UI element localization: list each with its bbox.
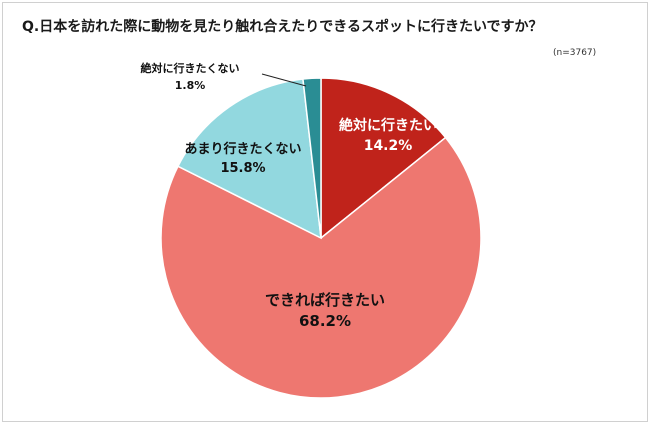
pie-slice: [302, 77, 322, 239]
slice-value-label: 14.2%: [364, 138, 413, 154]
slice-label: 絶対に行きたくない: [141, 61, 240, 75]
slice-value-label: 15.8%: [220, 161, 265, 176]
pie-slice: [160, 136, 482, 399]
slice-label: 絶対に行きたい: [339, 117, 437, 134]
pie-slice: [320, 77, 447, 240]
slice-label: できれば行きたい: [265, 291, 385, 309]
leader-line: [261, 73, 307, 87]
slice-label: あまり行きたくない: [184, 141, 301, 157]
sample-size-note: (n=3767): [553, 48, 597, 58]
slice-value-label: 68.2%: [299, 312, 351, 330]
slice-value-label: 1.8%: [175, 79, 206, 92]
chart-title: Q.日本を訪れた際に動物を見たり触れ合えたりできるスポットに行きたいですか？: [22, 19, 543, 35]
